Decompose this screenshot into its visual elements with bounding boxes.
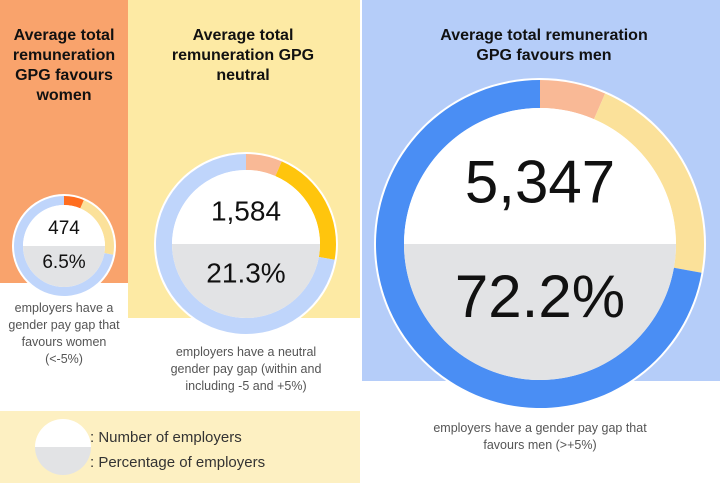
slice-women (246, 154, 282, 177)
neutral-title: Average total remuneration GPG neutral (171, 27, 315, 84)
legend-percent-label: : Percentage of employers (90, 454, 266, 471)
legend-number-label: : Number of employers (90, 429, 242, 446)
percent-half (172, 244, 320, 318)
employer-percentage: 21.3% (206, 257, 285, 288)
legend: : Number of employers : Percentage of em… (0, 411, 360, 483)
men-caption: employers have a gender pay gap that fav… (433, 421, 647, 452)
women-title: Average total remuneration GPG favours w… (12, 27, 116, 104)
employer-count: 5,347 (465, 149, 615, 216)
employer-count: 474 (48, 218, 80, 239)
number-half (404, 108, 676, 244)
employer-count: 1,584 (211, 195, 281, 226)
slice-women (540, 80, 606, 120)
percent-half (23, 246, 105, 287)
slice-neutral (594, 93, 705, 273)
legend-swatch-icon (35, 419, 91, 475)
employer-percentage: 72.2% (455, 263, 625, 330)
number-half (23, 205, 105, 246)
employer-percentage: 6.5% (42, 252, 85, 273)
slice-neutral (80, 200, 114, 255)
percent-half (404, 244, 676, 380)
slice-women (64, 196, 84, 209)
slice-neutral (275, 161, 336, 260)
neutral-caption: employers have a neutral gender pay gap … (170, 345, 322, 393)
men-title: Average total remuneration GPG favours m… (440, 27, 648, 64)
women-caption: employers have a gender pay gap that fav… (8, 301, 120, 366)
number-half (172, 170, 320, 244)
